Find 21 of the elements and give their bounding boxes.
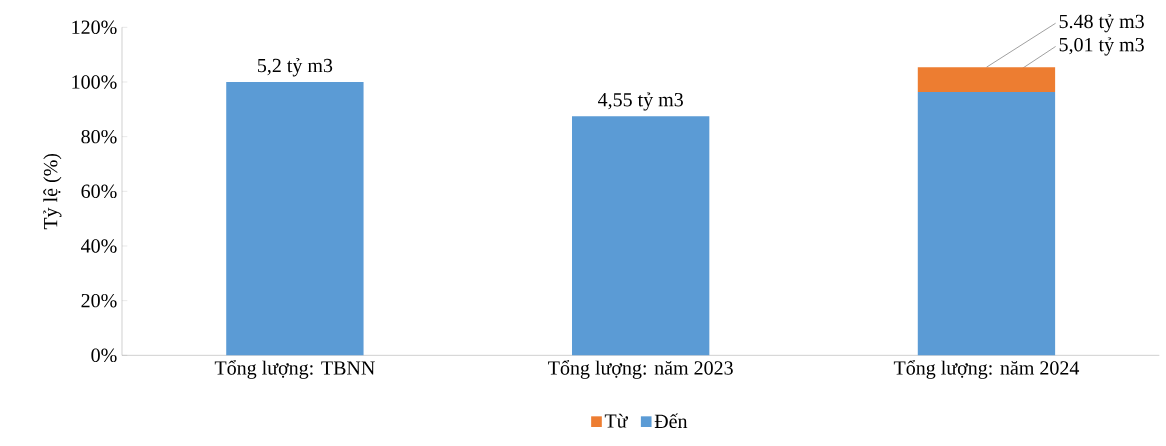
y-tick-label: 60% [81,184,117,199]
bar [226,82,364,356]
bar [917,67,1056,93]
annotation: 5.48 tỷ m3 [1059,14,1144,33]
x-tick-label: Tổng lượng: TBNN [214,360,375,379]
annotation: 5,2 tỷ m3 [258,58,333,77]
y-tick-label: 80% [81,129,117,144]
y-tick-label: 100% [72,75,117,89]
x-tick-label: Tổng lượng: năm 2024 [893,360,1080,379]
x-tick-label: Tổng lượng: năm 2023 [548,360,733,379]
annotation: 5,01 tỷ m3 [1059,37,1144,56]
y-tick-label: 40% [81,239,117,253]
y-axis-title: Tỷ lệ (%) [43,153,62,230]
y-tick-label: 0% [91,348,117,363]
bar [917,92,1056,356]
bar [572,116,710,356]
legend-label: Từ [604,413,629,428]
y-tick-label: 120% [72,20,117,35]
annotation: 4,55 tỷ m3 [598,92,683,111]
y-tick-label: 20% [81,293,117,308]
legend-label: Đến [654,413,688,429]
